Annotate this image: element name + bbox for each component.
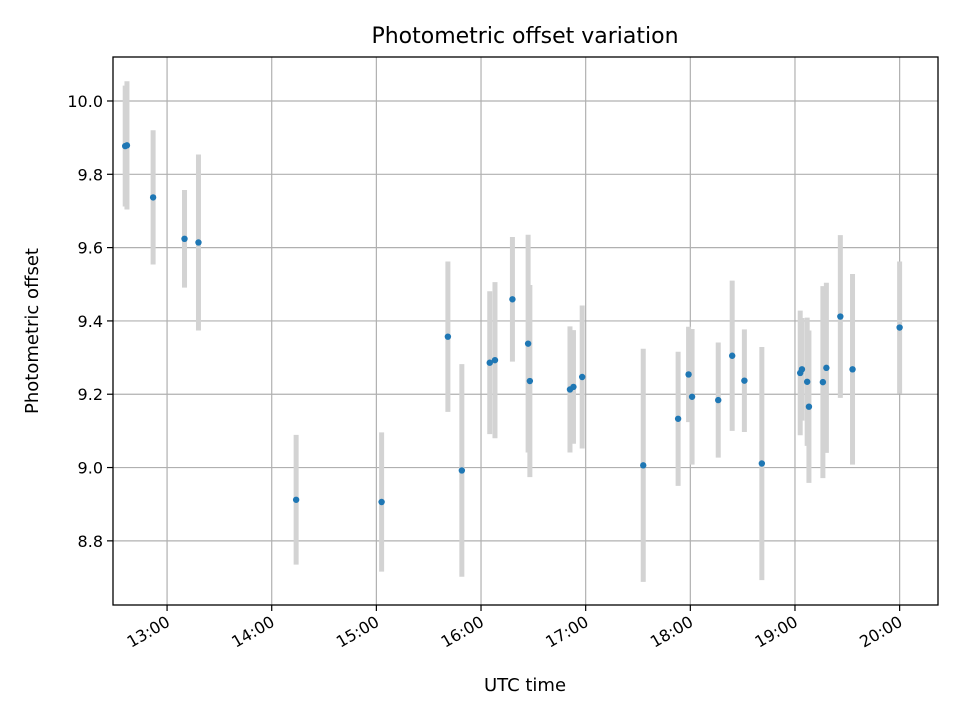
y-tick-label: 9.0 [78, 459, 103, 478]
data-point [526, 377, 534, 385]
data-point [524, 340, 532, 347]
data-point [798, 366, 806, 373]
data-point [378, 498, 385, 506]
data-point [195, 239, 202, 246]
data-points [122, 142, 903, 506]
y-tick-label: 8.8 [78, 532, 103, 551]
data-point [728, 352, 736, 359]
data-point [688, 393, 696, 400]
plot-frame [112, 56, 939, 606]
chart-title: Photometric offset variation [371, 24, 678, 49]
y-tick-label: 9.2 [78, 385, 103, 404]
data-point [685, 371, 692, 378]
data-point [805, 403, 813, 410]
data-point [674, 415, 682, 422]
data-point [837, 313, 844, 320]
data-point [181, 235, 188, 243]
data-point [570, 383, 577, 391]
data-point [819, 378, 827, 386]
data-point [491, 356, 499, 364]
data-point [715, 396, 722, 404]
data-point [823, 364, 830, 372]
x-axis-label: UTC time [484, 675, 566, 696]
data-point [849, 366, 856, 373]
data-point [896, 324, 903, 331]
y-tick-label: 10.0 [67, 92, 103, 111]
data-point [758, 460, 766, 467]
data-point [803, 378, 811, 385]
data-point [578, 373, 586, 381]
data-point [509, 296, 516, 303]
y-tick-label: 9.6 [78, 239, 103, 258]
data-point [741, 377, 748, 384]
y-tick-label: 9.8 [78, 165, 103, 184]
y-tick-label: 9.4 [78, 312, 103, 331]
data-point [123, 142, 131, 149]
data-point [486, 359, 493, 366]
data-point [640, 462, 647, 469]
data-point [444, 333, 452, 340]
data-point [149, 194, 157, 201]
data-point [292, 496, 300, 503]
data-point [458, 467, 466, 474]
y-axis-label: Photometric offset [22, 248, 43, 414]
